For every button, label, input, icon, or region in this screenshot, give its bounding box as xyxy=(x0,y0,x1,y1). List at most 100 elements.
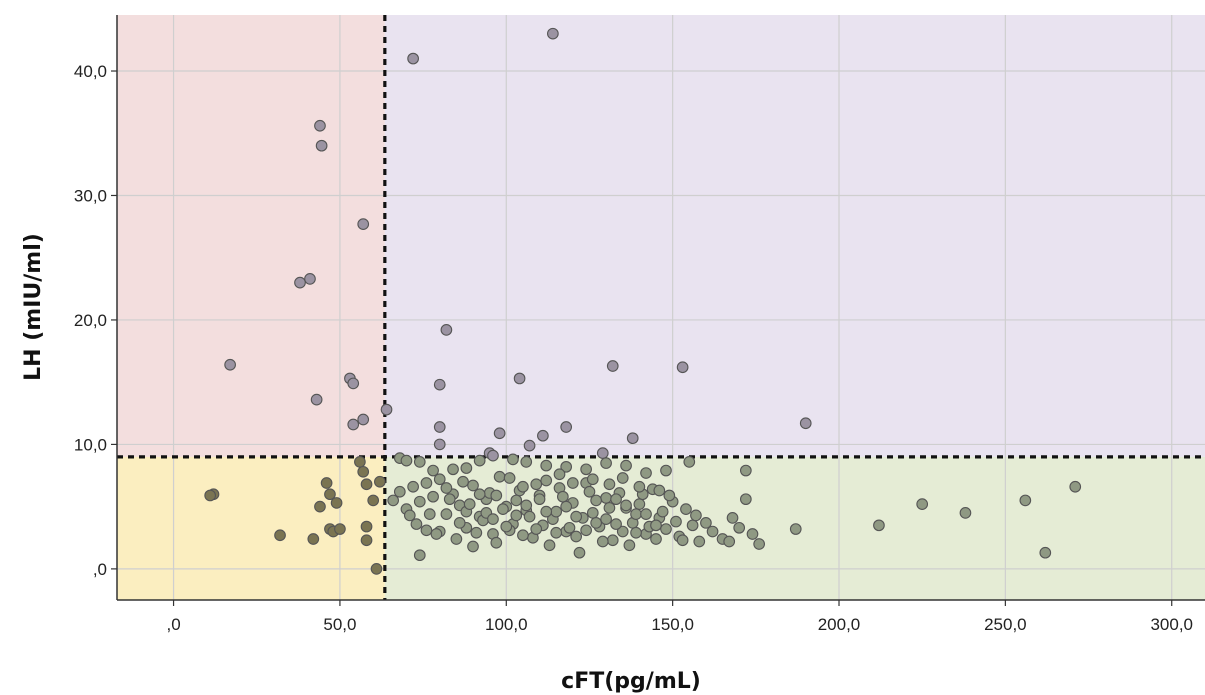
data-point xyxy=(560,460,573,473)
data-point xyxy=(320,477,333,489)
data-point xyxy=(274,529,286,542)
data-point xyxy=(380,403,393,416)
data-point xyxy=(690,509,702,522)
data-point xyxy=(603,478,616,491)
data-point xyxy=(403,509,416,522)
data-point xyxy=(650,533,662,545)
data-point xyxy=(606,534,619,547)
data-point xyxy=(530,478,543,491)
data-point xyxy=(653,484,666,497)
data-point xyxy=(683,455,696,468)
data-point xyxy=(413,495,426,508)
data-point xyxy=(360,520,373,533)
data-point xyxy=(620,499,632,512)
data-point xyxy=(423,508,436,520)
data-point xyxy=(600,513,612,525)
data-point xyxy=(540,474,553,487)
data-point xyxy=(304,273,316,285)
data-point xyxy=(493,470,506,483)
data-point xyxy=(543,539,556,552)
data-point xyxy=(427,490,439,503)
quadrant-high-x-high-y xyxy=(384,15,1205,457)
data-point xyxy=(310,393,323,406)
data-point xyxy=(387,494,400,507)
data-point xyxy=(616,525,629,538)
x-tick-label: 100,0 xyxy=(485,615,528,634)
data-point xyxy=(493,427,506,440)
data-point xyxy=(315,139,328,152)
data-point xyxy=(490,536,503,549)
data-point xyxy=(410,518,423,530)
data-point xyxy=(550,526,563,539)
data-point xyxy=(650,519,662,532)
x-tick-label: 150,0 xyxy=(651,615,694,634)
data-point xyxy=(360,534,373,547)
data-point xyxy=(370,563,383,575)
data-point xyxy=(626,432,639,445)
data-point xyxy=(686,519,699,532)
data-point xyxy=(600,457,612,469)
data-point xyxy=(500,520,513,533)
data-point xyxy=(746,528,759,540)
data-point xyxy=(553,468,566,481)
data-point xyxy=(314,119,326,132)
data-point xyxy=(540,505,553,518)
data-point xyxy=(656,505,669,518)
data-point xyxy=(616,472,629,484)
data-point xyxy=(433,378,446,391)
data-point xyxy=(433,421,446,433)
data-point xyxy=(347,418,360,431)
data-point xyxy=(753,538,766,550)
data-point xyxy=(473,454,486,467)
data-point xyxy=(540,459,553,472)
data-point xyxy=(633,480,646,493)
data-point xyxy=(347,377,360,390)
data-point xyxy=(443,493,456,506)
data-point xyxy=(330,497,343,509)
data-point xyxy=(360,478,373,491)
data-point xyxy=(357,413,370,426)
data-point xyxy=(520,455,533,468)
data-point xyxy=(453,516,466,529)
data-point xyxy=(550,505,563,518)
data-point xyxy=(503,472,516,484)
data-point xyxy=(670,515,682,528)
data-point xyxy=(590,494,602,507)
axes xyxy=(111,15,1205,606)
x-tick-label: 300,0 xyxy=(1150,615,1193,634)
data-point xyxy=(1039,546,1052,559)
data-point xyxy=(583,485,596,498)
data-point xyxy=(450,533,463,545)
data-point xyxy=(739,464,752,477)
data-point xyxy=(490,489,503,502)
data-point xyxy=(460,462,473,474)
data-point xyxy=(660,523,672,535)
data-point xyxy=(420,524,433,537)
data-point xyxy=(354,455,366,468)
data-point xyxy=(294,276,306,289)
data-point xyxy=(547,27,559,40)
data-point xyxy=(517,480,529,493)
data-point xyxy=(560,500,573,513)
data-point xyxy=(726,512,739,524)
data-point xyxy=(367,494,380,507)
data-point xyxy=(513,372,526,385)
x-tick-label: ,0 xyxy=(166,615,180,634)
data-point xyxy=(590,516,602,529)
data-point xyxy=(537,429,549,442)
data-point xyxy=(873,519,885,532)
data-point xyxy=(610,518,622,530)
data-point xyxy=(487,513,499,525)
data-point xyxy=(357,465,370,478)
data-point xyxy=(517,529,529,542)
data-point xyxy=(470,526,483,539)
data-point xyxy=(799,417,812,430)
data-point xyxy=(533,493,546,506)
data-point xyxy=(487,449,499,462)
data-point xyxy=(530,523,543,535)
data-point xyxy=(586,473,599,486)
data-point xyxy=(224,358,236,371)
data-point xyxy=(733,521,746,534)
